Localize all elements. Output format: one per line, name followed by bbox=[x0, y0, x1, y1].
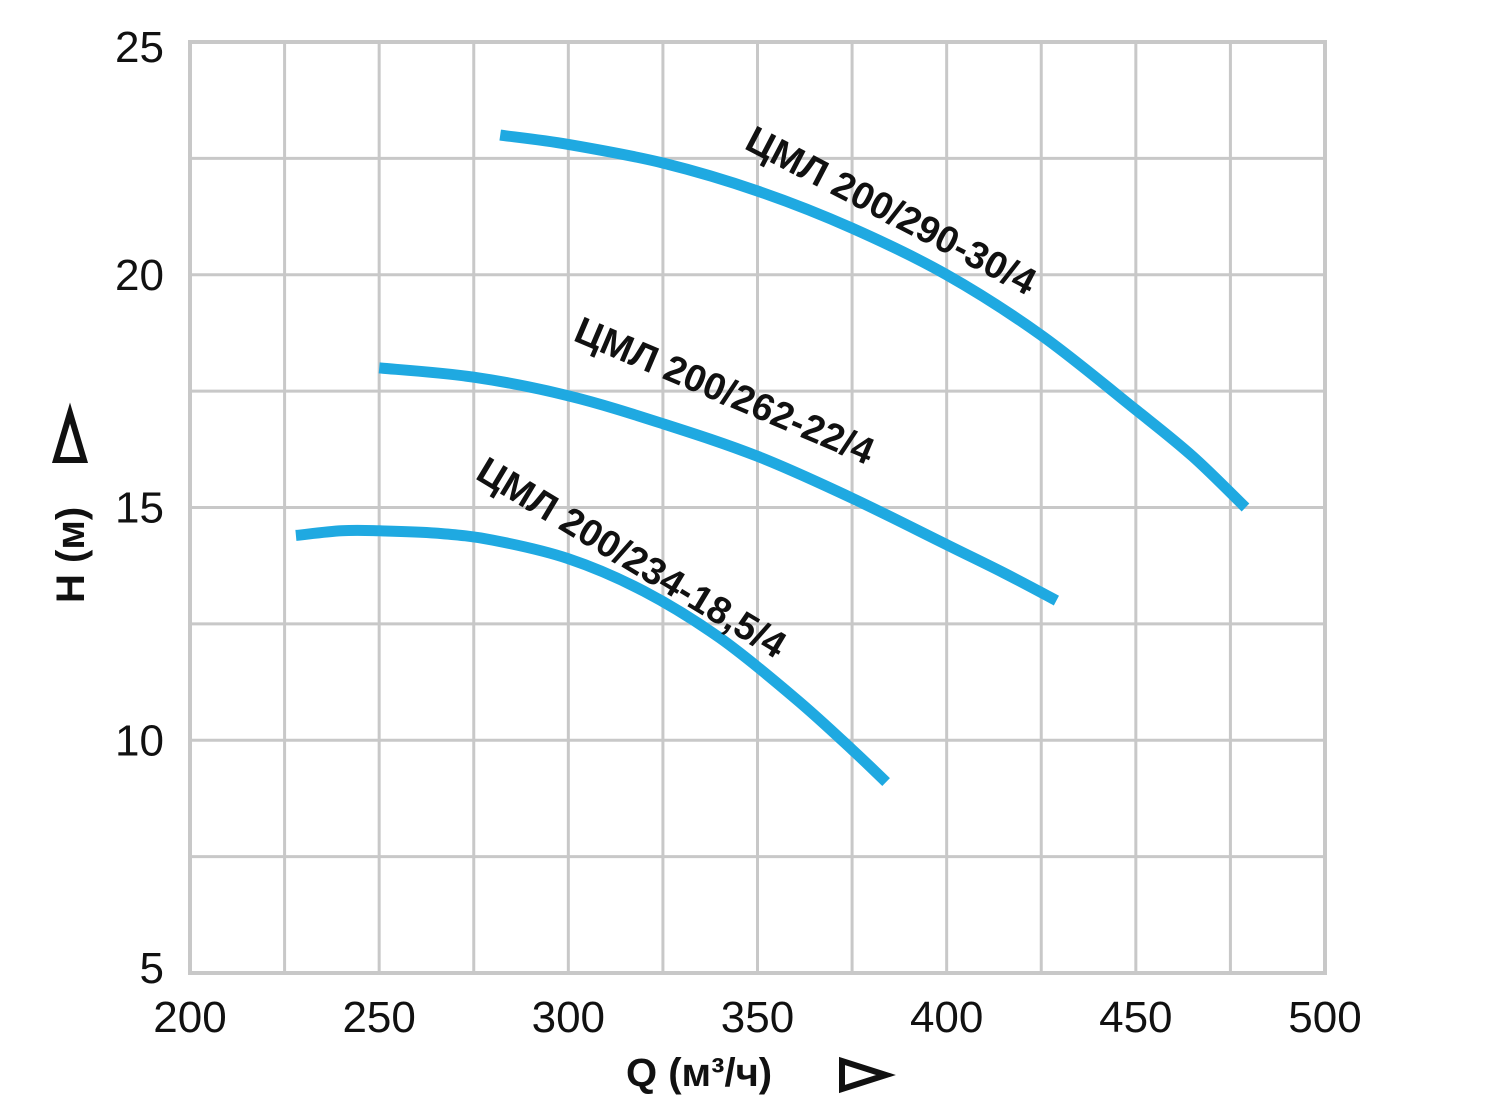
series-line-0 bbox=[499, 129, 1250, 512]
x-axis-label: Q (м³/ч) bbox=[626, 1051, 772, 1095]
x-tick-label-1: 250 bbox=[342, 993, 415, 1042]
x-tick-labels: 200 250 300 350 400 450 500 bbox=[153, 993, 1361, 1042]
y-axis-title: H (м) bbox=[49, 402, 93, 603]
y-axis-arrow-icon bbox=[51, 402, 89, 463]
y-axis-label: H (м) bbox=[49, 507, 93, 603]
x-tick-label-0: 200 bbox=[153, 993, 226, 1042]
y-tick-label-3: 20 bbox=[115, 251, 164, 300]
y-tick-label-1: 10 bbox=[115, 716, 164, 765]
y-tick-label-0: 5 bbox=[140, 944, 164, 993]
pump-curves bbox=[295, 129, 1250, 787]
grid-lines bbox=[188, 40, 1327, 975]
plot-frame bbox=[188, 40, 1327, 975]
series-line-2 bbox=[295, 524, 890, 787]
x-tick-label-4: 400 bbox=[910, 993, 983, 1042]
y-tick-label-2: 15 bbox=[115, 484, 164, 533]
x-axis-title: Q (м³/ч) bbox=[626, 1051, 896, 1095]
x-tick-label-6: 500 bbox=[1288, 993, 1361, 1042]
x-tick-label-2: 300 bbox=[532, 993, 605, 1042]
x-axis-arrow-icon bbox=[839, 1056, 896, 1094]
y-tick-labels: 5 10 15 20 25 bbox=[115, 23, 164, 993]
y-tick-label-4: 25 bbox=[115, 23, 164, 72]
curve-label-234-18-5: ЦМЛ 200/234-18,5/4 bbox=[469, 450, 793, 667]
x-tick-label-3: 350 bbox=[721, 993, 794, 1042]
x-tick-label-5: 450 bbox=[1099, 993, 1172, 1042]
series-line-1 bbox=[378, 362, 1059, 606]
